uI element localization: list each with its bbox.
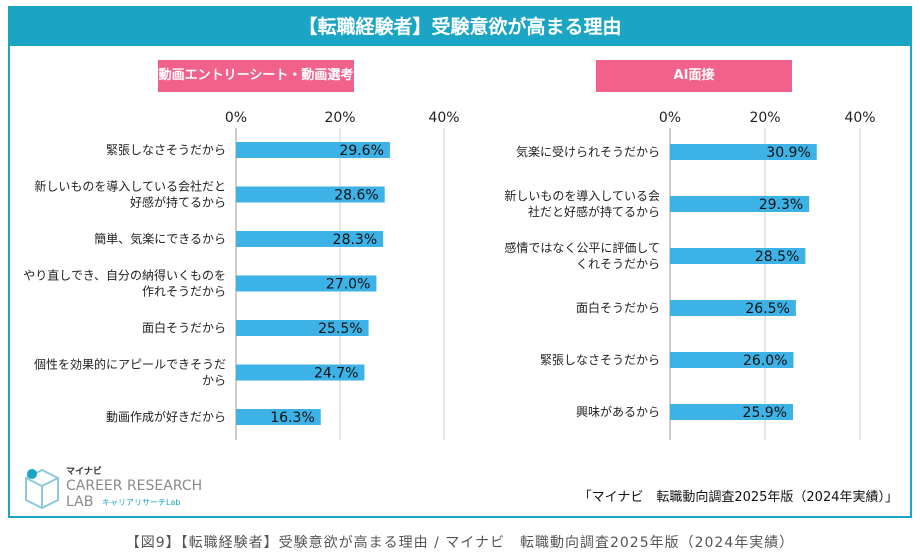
left-bar	[236, 142, 390, 158]
source-note: 「マイナビ 転職動向調査2025年版（2024年実績）」	[578, 490, 898, 505]
left-bar	[236, 320, 369, 336]
left-bar-value-label: 27.0%	[326, 277, 370, 293]
left-chart-title: 動画エントリーシート・動画選考	[158, 60, 354, 92]
left-category-label: 個性を効果的にアピールできそうだ	[34, 357, 226, 372]
left-bar	[236, 409, 321, 425]
right-category-label: 気楽に受けられそうだから	[516, 144, 660, 159]
right-bar	[670, 248, 806, 264]
left-category-label: 好感が持てるから	[130, 195, 226, 210]
right-category-label: 新しいものを導入している会	[504, 188, 660, 203]
left-bar	[236, 275, 377, 292]
left-category-label: 緊張しなさそうだから	[106, 143, 226, 157]
left-bar-value-label: 29.6%	[339, 143, 383, 159]
logo-line1: CAREER RESEARCH	[66, 478, 202, 494]
left-bar-value-label: 28.3%	[333, 232, 377, 248]
left-bar-value-label: 28.6%	[334, 188, 378, 204]
left-category-label: 作れそうだから	[142, 285, 226, 299]
right-bar-value-label: 28.5%	[755, 249, 799, 265]
right-category-label: 感情ではなく公平に評価して	[504, 240, 660, 255]
figure-caption: 【図9】【転職経験者】受験意欲が高まる理由 / マイナビ 転職動向調査2025年…	[125, 535, 795, 551]
left-category-label: 動画作成が好きだから	[106, 409, 226, 424]
right-bar-value-label: 26.5%	[745, 301, 789, 317]
right-category-label: 面白そうだから	[576, 300, 660, 315]
left-bar-value-label: 16.3%	[270, 410, 314, 426]
right-bar-value-label: 29.3%	[759, 197, 803, 213]
left-bar	[236, 364, 365, 381]
right-bar	[670, 300, 796, 316]
right-x-tick-label: 40%	[844, 110, 875, 126]
right-category-label: 緊張しなさそうだから	[540, 353, 660, 367]
logo-sub: キャリアリサーチLab	[102, 498, 180, 507]
banner-title: 【転職経験者】受験意欲が高まる理由	[10, 8, 910, 46]
right-bar	[670, 196, 810, 212]
cube-logo-icon: マイナビ CAREER RESEARCH LAB キャリアリサーチLab	[25, 465, 202, 510]
right-category-label: 社だと好感が持てるから	[528, 204, 660, 219]
right-bar-value-label: 30.9%	[766, 145, 810, 161]
career-research-lab-logo: マイナビ CAREER RESEARCH LAB キャリアリサーチLab	[20, 460, 220, 510]
right-bar	[670, 144, 817, 160]
left-bar-value-label: 25.5%	[318, 321, 362, 337]
right-bar-value-label: 26.0%	[743, 353, 787, 369]
logo-line2: LAB	[66, 494, 93, 510]
left-x-tick-label: 40%	[428, 110, 459, 126]
right-bar-value-label: 25.9%	[743, 405, 787, 421]
left-x-tick-label: 20%	[324, 110, 355, 126]
logo-brand-small: マイナビ	[66, 465, 102, 477]
left-category-label: 簡単、気楽にできるから	[94, 231, 226, 246]
left-bar	[236, 231, 384, 247]
right-x-tick-label: 0%	[659, 110, 681, 126]
left-x-tick-label: 0%	[225, 110, 247, 126]
right-category-label: 興味があるから	[576, 404, 660, 419]
right-bar	[670, 352, 794, 368]
left-category-label: 新しいものを導入している会社だと	[34, 179, 226, 194]
left-category-label: やり直しでき、自分の納得いくものを	[23, 268, 226, 283]
right-chart-title: AI面接	[596, 60, 792, 92]
right-category-label: くれそうだから	[576, 257, 660, 271]
left-bar	[236, 186, 385, 203]
left-bar-value-label: 24.7%	[314, 366, 358, 382]
left-category-label: 面白そうだから	[142, 320, 226, 335]
right-x-tick-label: 20%	[749, 110, 780, 126]
left-category-label: から	[202, 374, 226, 388]
right-bar	[670, 404, 794, 420]
